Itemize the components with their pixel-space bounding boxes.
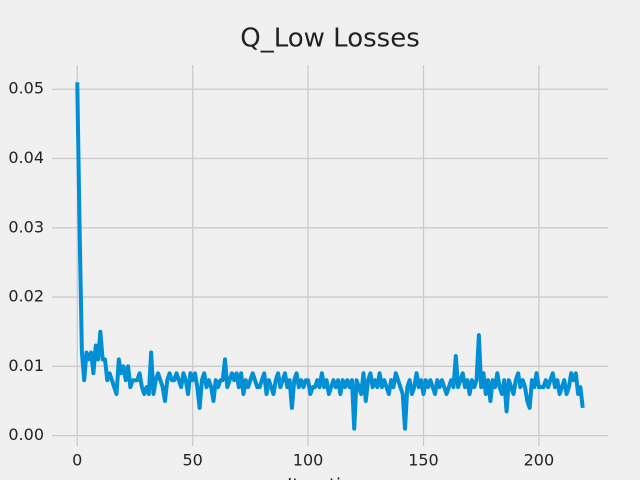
y-tick-label: 0.00 xyxy=(8,425,44,444)
y-tick-label: 0.03 xyxy=(8,217,44,236)
x-tick-label: 50 xyxy=(182,451,202,470)
y-tick-label: 0.01 xyxy=(8,356,44,375)
x-tick-label: 0 xyxy=(72,451,82,470)
chart-title: Q_Low Losses xyxy=(240,24,420,54)
x-tick-label: 100 xyxy=(293,451,324,470)
x-axis-label: Iterations xyxy=(287,475,373,480)
y-tick-label: 0.02 xyxy=(8,287,44,306)
line-series xyxy=(75,82,585,431)
x-tick-label: 150 xyxy=(408,451,439,470)
y-tick-label: 0.05 xyxy=(8,79,44,98)
y-tick-label: 0.04 xyxy=(8,148,44,167)
x-tick-label: 200 xyxy=(524,451,555,470)
